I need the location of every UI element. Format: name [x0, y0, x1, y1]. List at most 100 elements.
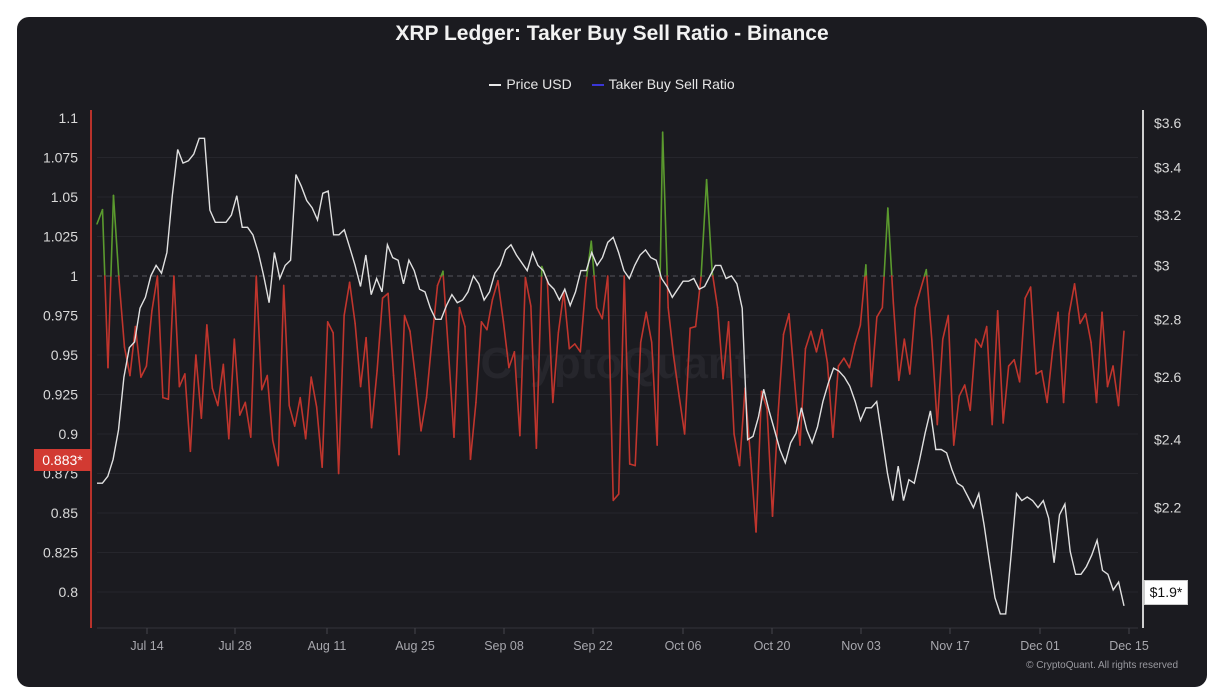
ratio-segment: [464, 325, 472, 461]
ratio-segment: [332, 332, 340, 475]
left-tick-label: 1.075: [43, 150, 78, 166]
ratio-segment: [826, 362, 834, 438]
ratio-segment: [568, 343, 576, 350]
ratio-segment: [996, 309, 1004, 424]
ratio-segment: [883, 207, 889, 277]
ratio-segment: [359, 336, 367, 388]
ratio-segment: [107, 275, 112, 369]
ratio-segment: [277, 284, 285, 467]
ratio-segment: [639, 311, 647, 344]
ratio-segment: [348, 281, 356, 325]
ratio-segment: [1106, 365, 1114, 388]
ratio-segment: [890, 275, 895, 304]
ratio-segment: [810, 330, 818, 353]
x-tick-label: Sep 08: [484, 639, 524, 653]
ratio-segment: [491, 279, 499, 301]
ratio-segment: [524, 276, 532, 307]
ratio-segment: [228, 338, 236, 440]
ratio-segment: [233, 338, 241, 416]
ratio-segment: [985, 325, 993, 426]
ratio-segment: [645, 311, 653, 344]
ratio-segment: [376, 297, 384, 372]
ratio-segment: [1112, 365, 1120, 407]
ratio-segment: [799, 347, 807, 446]
ratio-segment: [1095, 311, 1103, 404]
legend-item-ratio[interactable]: Taker Buy Sell Ratio: [591, 76, 735, 92]
ratio-segment: [694, 275, 702, 328]
ratio-segment: [101, 208, 106, 277]
ratio-segment: [184, 373, 192, 453]
ratio-segment: [1062, 313, 1070, 404]
ratio-segment: [519, 276, 527, 437]
ratio-segment: [475, 321, 483, 404]
ratio-segment: [249, 275, 258, 438]
ratio-segment: [848, 343, 856, 369]
watermark: CryptoQuant: [481, 339, 750, 388]
left-tick-label: 0.9: [59, 426, 79, 442]
left-tick-label: 1.1: [59, 110, 79, 126]
ratio-segment: [447, 351, 455, 438]
ratio-segment: [398, 314, 406, 456]
ratio-segment: [821, 328, 829, 364]
ratio-segment: [712, 275, 719, 309]
ratio-segment: [898, 338, 906, 382]
ratio-segment: [963, 384, 972, 412]
right-tick-label: $3.2: [1154, 207, 1181, 223]
x-tick-label: Aug 11: [308, 639, 347, 653]
ratio-segment: [557, 290, 565, 334]
ratio-segment: [991, 309, 999, 426]
ratio-segment: [189, 354, 197, 453]
ratio-segment: [755, 390, 763, 533]
x-tick-label: Oct 20: [754, 639, 791, 653]
ratio-series: [96, 131, 1125, 533]
ratio-segment: [140, 365, 148, 378]
ratio-segment: [656, 275, 661, 446]
right-tick-label: $2.8: [1154, 311, 1181, 327]
ratio-segment: [282, 284, 291, 407]
ratio-segment: [156, 275, 164, 399]
ratio-segment: [1068, 283, 1076, 315]
ratio-segment: [865, 275, 873, 388]
ratio-segment: [595, 306, 604, 320]
ratio-segment: [1073, 283, 1081, 325]
ratio-segment: [727, 321, 735, 435]
ratio-segment: [326, 321, 334, 334]
ratio-segment: [1035, 369, 1043, 375]
ratio-segment: [535, 275, 543, 450]
right-tick-label: $2.6: [1154, 369, 1181, 385]
ratio-segment: [574, 343, 582, 353]
ratio-segment: [969, 338, 977, 412]
left-tick-label: 1: [70, 268, 78, 284]
ratio-segment: [103, 275, 109, 369]
ratio-segment: [530, 305, 538, 450]
ratio-segment: [266, 374, 274, 442]
ratio-segment: [716, 306, 724, 380]
copyright: © CryptoQuant. All rights reserved: [1026, 660, 1178, 671]
legend-item-price[interactable]: Price USD: [489, 76, 575, 92]
ratio-segment: [414, 377, 422, 432]
ratio-segment: [288, 404, 296, 427]
ratio-segment: [1007, 358, 1015, 367]
ratio-segment: [815, 328, 823, 353]
ratio-segment: [409, 330, 417, 380]
right-tick-label: $2.4: [1154, 432, 1181, 448]
ratio-segment: [162, 396, 170, 401]
ratio-segment: [705, 178, 713, 273]
current-ratio-badge: 0.883*: [34, 449, 91, 471]
left-tick-label: 0.825: [43, 545, 78, 561]
ratio-segment: [420, 396, 428, 432]
ratio-segment: [766, 407, 774, 517]
ratio-segment: [593, 275, 598, 309]
ratio-segment: [909, 306, 917, 375]
ratio-segment: [634, 341, 642, 467]
ratio-segment: [678, 395, 686, 435]
ratio-segment: [628, 463, 637, 467]
ratio-segment: [118, 278, 126, 348]
legend: Price USD Taker Buy Sell Ratio: [0, 76, 1224, 92]
ratio-segment: [738, 387, 746, 467]
ratio-segment: [469, 401, 477, 461]
ratio-segment: [453, 306, 461, 438]
ratio-segment: [315, 406, 323, 468]
x-tick-label: Aug 25: [395, 639, 435, 653]
